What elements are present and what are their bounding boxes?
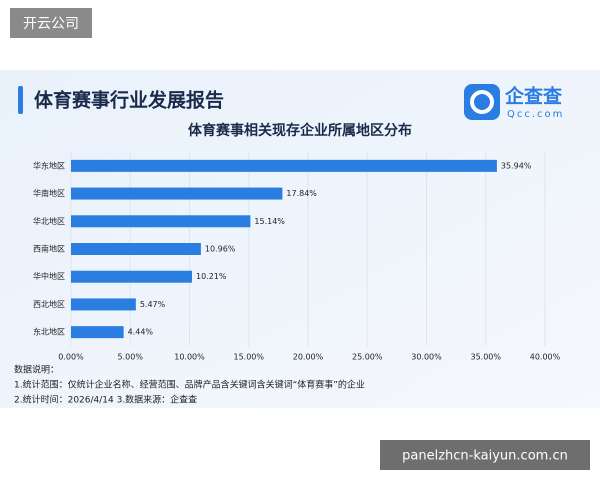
x-tick-label: 15.00% [233, 353, 264, 362]
y-tick-label: 华南地区 [33, 188, 65, 198]
corner-label: 开云公司 [23, 16, 79, 32]
x-tick-label: 25.00% [352, 353, 383, 362]
title-accent [18, 86, 23, 114]
value-label: 17.84% [286, 189, 317, 198]
y-tick-label: 西北地区 [33, 299, 65, 309]
value-label: 10.21% [196, 272, 227, 281]
x-tick-label: 10.00% [174, 353, 205, 362]
y-tick-label: 东北地区 [33, 327, 65, 337]
logo-name: 企查查 [504, 85, 563, 108]
value-label: 10.96% [205, 245, 236, 254]
logo-ring [470, 90, 494, 114]
x-tick-label: 0.00% [58, 353, 84, 362]
value-label: 35.94% [501, 161, 532, 170]
value-label: 5.47% [140, 300, 166, 309]
x-tick-label: 5.00% [118, 353, 144, 362]
note: 数据说明： [14, 364, 59, 376]
bar [71, 326, 124, 339]
value-label: 15.14% [254, 217, 285, 226]
value-label: 4.44% [128, 328, 154, 337]
x-tick-label: 20.00% [293, 353, 324, 362]
note: 1.统计范围：仅统计企业名称、经营范围、品牌产品含关键词含关键词“体育赛事”的企… [14, 379, 365, 391]
y-tick-label: 华中地区 [33, 271, 65, 281]
x-tick-label: 30.00% [411, 353, 442, 362]
bar [71, 270, 192, 283]
chart-title: 体育赛事相关现存企业所属地区分布 [188, 122, 412, 139]
x-tick-label: 35.00% [470, 353, 501, 362]
y-tick-label: 华东地区 [33, 160, 65, 170]
footer-badge [380, 440, 590, 470]
logo-domain: Qcc.com [507, 109, 564, 120]
logo-icon [464, 84, 500, 120]
x-tick-label: 40.00% [530, 353, 561, 362]
corner-badge [10, 8, 92, 38]
report-title: 体育赛事行业发展报告 [34, 89, 224, 112]
bar [71, 243, 201, 255]
footer-label: panelzhcn-kaiyun.com.cn [402, 449, 568, 464]
y-tick-label: 西南地区 [33, 244, 65, 254]
note: 2.统计时间：2026/4/14 3.数据来源：企查查 [14, 394, 197, 406]
report-panel [0, 70, 600, 408]
bar [71, 187, 283, 200]
bar [71, 298, 136, 311]
bar [71, 215, 251, 228]
y-tick-label: 华北地区 [33, 216, 65, 226]
bar [71, 159, 497, 172]
